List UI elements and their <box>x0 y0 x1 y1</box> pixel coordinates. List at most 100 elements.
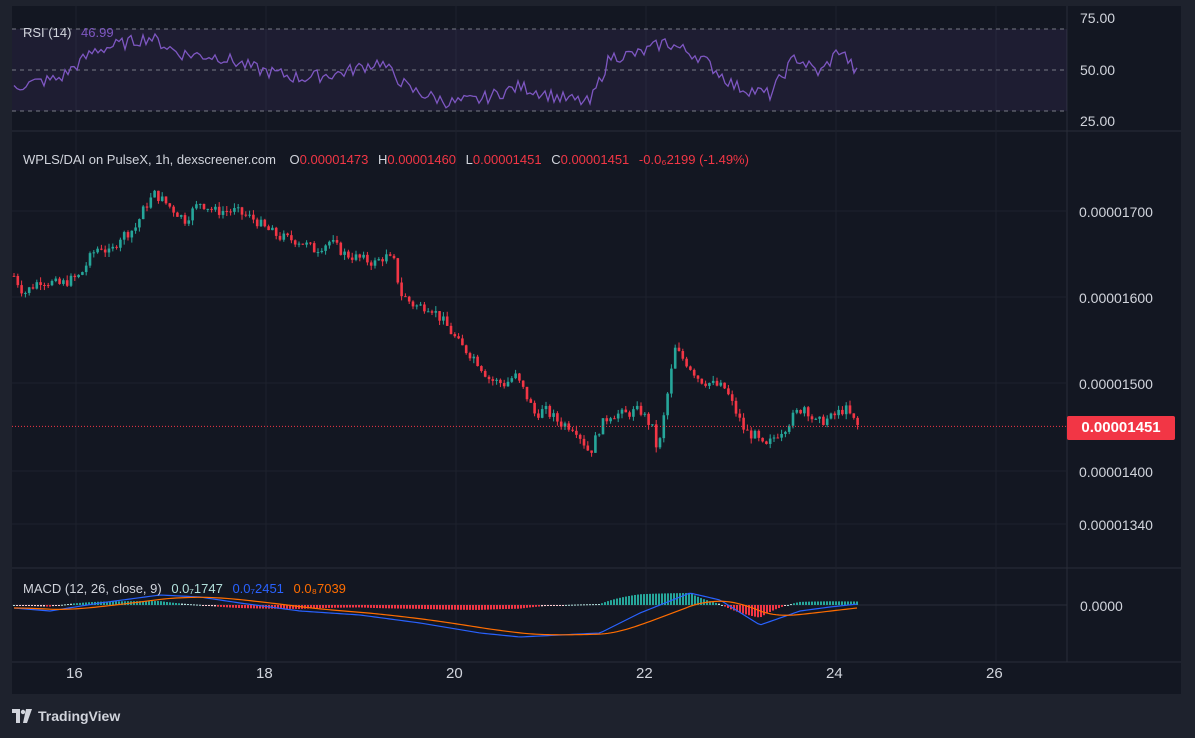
candle-body <box>704 383 707 386</box>
macd-histogram-bar <box>235 605 237 608</box>
low-value: 0.00001451 <box>472 152 542 167</box>
macd-histogram-bar <box>829 601 831 605</box>
macd-histogram-bar <box>292 605 294 609</box>
tradingview-brand[interactable]: TradingView <box>12 706 120 726</box>
candle-body <box>229 211 232 213</box>
price-chart-svg[interactable] <box>12 6 1181 694</box>
macd-histogram-bar <box>418 605 420 609</box>
candle-body <box>521 380 525 387</box>
rsi-legend[interactable]: RSI (14) 46.99 <box>23 25 114 40</box>
macd-histogram-bar <box>358 605 360 608</box>
macd-histogram-bar <box>742 605 744 614</box>
macd-histogram-bar <box>826 601 828 605</box>
macd-histogram-bar <box>550 605 552 606</box>
macd-histogram-bar <box>166 601 168 605</box>
macd-histogram-bar <box>214 605 216 607</box>
candle-body <box>711 380 715 383</box>
macd-histogram-bar <box>850 601 852 605</box>
macd-histogram-bar <box>346 605 348 608</box>
macd-histogram-bar <box>238 605 240 608</box>
candle-body <box>198 203 202 205</box>
open-key: O <box>289 152 300 167</box>
macd-histogram-bar <box>373 605 375 608</box>
macd-histogram-bar <box>253 605 255 609</box>
macd-histogram-bar <box>529 605 531 608</box>
candle-body <box>468 353 472 359</box>
candle-body <box>453 334 457 337</box>
macd-histogram-bar <box>112 601 114 605</box>
macd-histogram-bar <box>811 601 813 605</box>
macd-histogram-bar <box>832 601 834 605</box>
candle-body <box>597 434 601 436</box>
candle-body <box>84 265 88 273</box>
candle-body <box>69 275 73 286</box>
candle-body <box>457 336 460 339</box>
macd-histogram-bar <box>70 603 72 605</box>
macd-histogram-bar <box>442 605 444 610</box>
macd-histogram-bar <box>727 605 729 608</box>
macd-histogram-bar <box>607 601 609 605</box>
candle-body <box>445 316 449 326</box>
main-legend[interactable]: WPLS/DAI on PulseX, 1h, dexscreener.com … <box>23 152 749 167</box>
macd-histogram-bar <box>700 598 702 605</box>
macd-histogram-bar <box>844 601 846 605</box>
candle-body <box>164 196 168 204</box>
macd-histogram-bar <box>391 605 393 609</box>
candle-body <box>77 274 80 278</box>
macd-histogram-bar <box>364 605 366 608</box>
macd-histogram-bar <box>733 605 735 611</box>
macd-histogram-bar <box>655 593 657 605</box>
candle-body <box>423 304 426 312</box>
macd-histogram-bar <box>616 598 618 605</box>
time-tick-22: 22 <box>636 665 653 682</box>
macd-histogram-bar <box>262 605 264 609</box>
macd-histogram-bar <box>145 601 147 605</box>
macd-histogram-bar <box>841 601 843 605</box>
macd-histogram-bar <box>679 593 681 605</box>
macd-histogram-bar <box>514 605 516 609</box>
time-tick-26: 26 <box>986 665 1003 682</box>
macd-histogram-bar <box>823 601 825 605</box>
macd-histogram-bar <box>532 605 534 608</box>
macd-histogram-bar <box>19 605 21 606</box>
candle-body <box>320 250 324 253</box>
candle-body <box>533 402 536 414</box>
macd-histogram-bar <box>406 605 408 609</box>
candle-body <box>556 413 559 422</box>
macd-histogram-bar <box>817 601 819 605</box>
macd-signal-line <box>13 596 858 636</box>
macd-histogram-bar <box>154 601 156 605</box>
candle-body <box>301 243 305 245</box>
candle-body <box>480 366 483 371</box>
candle-body <box>499 379 502 384</box>
candle-body <box>518 373 521 381</box>
macd-legend[interactable]: MACD (12, 26, close, 9) 0.0₇1747 0.0₇245… <box>23 581 346 596</box>
candle-body <box>461 338 464 346</box>
candle-body <box>818 416 821 419</box>
macd-histogram-bar <box>103 601 105 605</box>
macd-histogram-bar <box>274 605 276 609</box>
candle-body <box>502 383 506 387</box>
candle-body <box>138 219 141 228</box>
candle-body <box>145 206 149 208</box>
macd-histogram-bar <box>505 605 507 609</box>
candle-body <box>305 242 308 245</box>
macd-histogram-bar <box>847 601 849 605</box>
macd-histogram-bar <box>643 594 645 605</box>
macd-histogram-bar <box>355 605 357 608</box>
macd-histogram-bar <box>571 604 573 606</box>
macd-histogram-bar <box>592 604 594 606</box>
candle-body <box>24 292 27 294</box>
macd-histogram-bar <box>466 605 468 610</box>
chart-area[interactable]: RSI (14) 46.99 WPLS/DAI on PulseX, 1h, d… <box>12 6 1181 694</box>
macd-histogram-bar <box>649 593 651 605</box>
macd-histogram-bar <box>721 604 723 606</box>
macd-histogram-bar <box>601 603 603 605</box>
macd-histogram-bar <box>556 605 558 606</box>
candle-body <box>434 311 438 313</box>
macd-histogram-bar <box>25 605 27 606</box>
candle-body <box>385 254 388 262</box>
macd-histogram-bar <box>226 605 228 608</box>
macd-histogram-bar <box>790 604 792 606</box>
macd-histogram-bar <box>16 605 18 606</box>
